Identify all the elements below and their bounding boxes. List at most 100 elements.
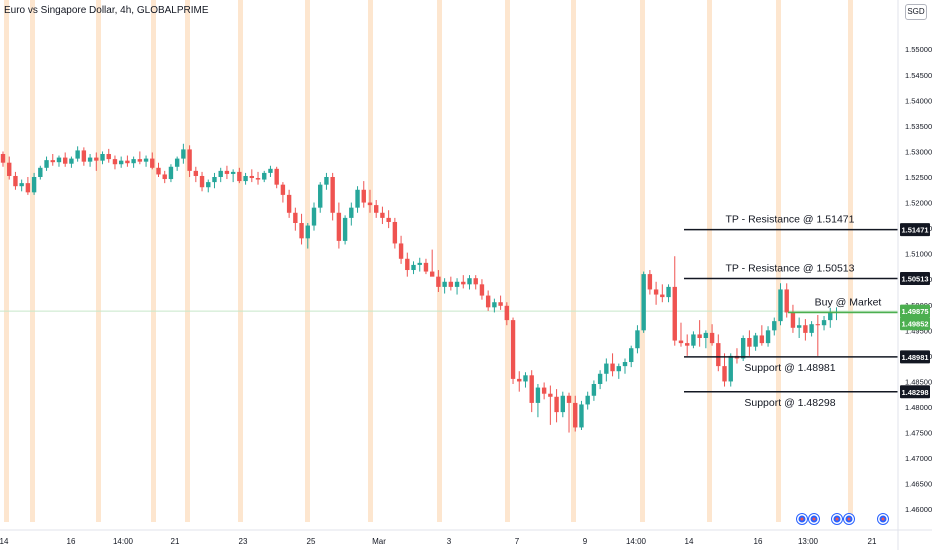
candle-body: [473, 278, 478, 285]
candle: [398, 235, 404, 264]
candle: [473, 275, 478, 290]
x-tick-label: 21: [868, 537, 877, 546]
candle: [56, 155, 62, 167]
y-tick-label: 1.52000: [905, 199, 932, 208]
candle: [622, 358, 628, 374]
y-tick-label: 1.46000: [905, 505, 932, 514]
candle: [461, 275, 466, 289]
currency-badge[interactable]: SGD: [905, 4, 927, 20]
candle-body: [485, 295, 491, 308]
candle-body: [7, 162, 12, 176]
candle-body: [467, 278, 472, 285]
economic-event-icon[interactable]: [843, 513, 855, 525]
candle: [367, 189, 373, 213]
candle-body: [411, 264, 416, 271]
economic-event-icon[interactable]: [796, 513, 808, 525]
candle: [299, 213, 304, 245]
candle-body: [429, 271, 435, 277]
candle: [112, 155, 118, 170]
candle: [585, 391, 590, 410]
candle-body: [31, 177, 37, 193]
candle-body: [573, 402, 578, 428]
candle-body: [361, 189, 366, 203]
candle: [423, 258, 429, 275]
candle-body: [691, 334, 696, 346]
candle: [660, 284, 665, 303]
session-band: [96, 0, 101, 522]
candle-body: [386, 217, 391, 222]
session-band: [505, 0, 510, 522]
candle-body: [81, 150, 87, 162]
candle-body: [0, 154, 6, 163]
candle-body: [498, 302, 503, 306]
price-axis: 1.55000 1.54500 1.54000 1.53500 1.53000 1.525…: [905, 45, 932, 514]
candle: [405, 252, 410, 277]
level-price-tag-bg: [900, 350, 930, 364]
candle-body: [716, 343, 721, 367]
candle-body: [206, 182, 211, 188]
candle-body: [174, 158, 180, 167]
candle: [81, 147, 87, 166]
y-tick-label: 1.49500: [905, 326, 932, 335]
candle-body: [367, 202, 373, 206]
session-bands: [4, 0, 853, 522]
candle: [44, 156, 49, 171]
candle: [467, 275, 472, 290]
candles: [0, 143, 839, 433]
event-center: [800, 517, 804, 521]
candle-body: [585, 395, 590, 405]
candle: [187, 145, 192, 177]
candle-body: [728, 355, 733, 382]
candle-body: [790, 312, 796, 328]
price-tags: 1.51471 1.50513 1.48981 1.48298 1.49875 1.498…: [900, 223, 930, 399]
candle-body: [759, 335, 765, 344]
candle: [50, 154, 55, 166]
candle: [498, 295, 503, 310]
candle-body: [137, 159, 143, 162]
candle-body: [349, 207, 354, 218]
economic-event-icon[interactable]: [831, 513, 843, 525]
last-price-tag: 1.49875: [901, 307, 928, 316]
candle-body: [722, 366, 727, 382]
candle: [828, 307, 833, 328]
candle-body: [541, 387, 547, 394]
candle: [566, 392, 572, 433]
economic-event-icon[interactable]: [808, 513, 820, 525]
candle-body: [809, 324, 814, 333]
candle: [554, 389, 559, 423]
candle-body: [635, 330, 640, 349]
candle: [199, 171, 205, 192]
candle: [324, 172, 329, 190]
x-tick-label: 14:00: [113, 537, 134, 546]
x-tick-label: 7: [515, 537, 520, 546]
candle-body: [579, 404, 584, 428]
level-price-tag: 1.48298: [901, 388, 928, 397]
candle-body: [262, 172, 267, 180]
candle: [7, 156, 12, 180]
candle-body: [398, 243, 404, 259]
chart-title: Euro vs Singapore Dollar, 4h, GLOBALPRIM…: [4, 5, 209, 16]
candle: [765, 326, 771, 347]
candle: [69, 156, 74, 168]
event-markers: [796, 513, 889, 525]
candle-body: [125, 160, 130, 164]
candle: [25, 177, 31, 195]
candle: [268, 165, 273, 177]
candle-body: [653, 289, 659, 295]
candle: [448, 276, 454, 291]
candle-body: [510, 320, 516, 379]
candle-body: [517, 378, 522, 382]
candle-body: [199, 175, 205, 188]
candle-body: [237, 171, 242, 182]
candle-body: [660, 294, 665, 298]
candle: [697, 320, 702, 347]
session-band: [151, 0, 156, 522]
candle-body: [280, 184, 286, 195]
economic-event-icon[interactable]: [877, 513, 889, 525]
candle: [784, 283, 789, 318]
candle: [672, 256, 677, 346]
candle-body: [274, 168, 279, 185]
level-label: Support @ 1.48981: [744, 362, 835, 374]
candle: [100, 151, 105, 165]
